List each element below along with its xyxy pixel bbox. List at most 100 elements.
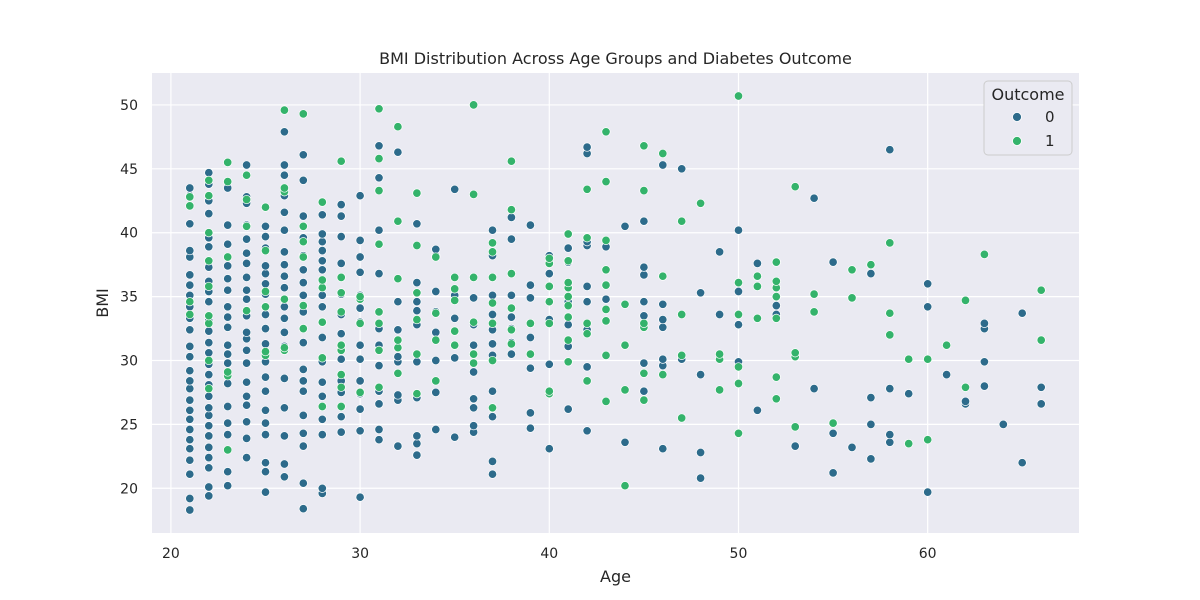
data-point-outcome-0 (317, 256, 327, 266)
data-point-outcome-0 (223, 418, 233, 428)
data-point-outcome-0 (582, 362, 592, 372)
data-point-outcome-0 (260, 467, 271, 477)
data-point-outcome-0 (260, 279, 271, 289)
data-point-outcome-1 (601, 304, 611, 314)
x-tick-label: 20 (162, 546, 180, 562)
data-point-outcome-1 (355, 318, 365, 328)
data-point-outcome-0 (979, 318, 989, 328)
data-point-outcome-1 (487, 238, 498, 248)
data-point-outcome-1 (355, 292, 365, 302)
data-point-outcome-1 (677, 309, 687, 320)
data-point-outcome-0 (412, 450, 422, 460)
data-point-outcome-0 (487, 309, 498, 320)
data-point-outcome-1 (412, 240, 422, 251)
data-point-outcome-0 (620, 437, 630, 447)
data-point-outcome-1 (506, 205, 516, 215)
data-point-outcome-0 (242, 345, 252, 355)
data-point-outcome-0 (317, 302, 327, 312)
data-point-outcome-0 (279, 283, 289, 293)
data-point-outcome-1 (374, 154, 384, 164)
data-point-outcome-1 (658, 271, 668, 281)
data-point-outcome-1 (828, 418, 838, 428)
data-point-outcome-0 (487, 469, 498, 479)
data-point-outcome-0 (298, 428, 308, 438)
data-point-outcome-0 (790, 441, 800, 451)
data-point-outcome-0 (752, 405, 762, 415)
data-point-outcome-1 (260, 347, 271, 357)
data-point-outcome-1 (752, 271, 762, 281)
data-point-outcome-1 (790, 348, 800, 358)
data-point-outcome-0 (450, 313, 460, 323)
data-point-outcome-0 (298, 376, 308, 386)
data-point-outcome-0 (204, 463, 214, 473)
data-point-outcome-0 (298, 478, 308, 488)
data-point-outcome-1 (639, 318, 649, 328)
data-point-outcome-1 (355, 387, 365, 397)
data-point-outcome-0 (204, 453, 214, 463)
data-point-outcome-0 (242, 377, 252, 387)
data-point-outcome-0 (185, 270, 195, 280)
data-point-outcome-0 (298, 175, 308, 185)
data-point-outcome-0 (185, 395, 195, 405)
data-point-outcome-0 (525, 293, 535, 303)
data-point-outcome-0 (393, 297, 403, 307)
data-point-outcome-0 (412, 297, 422, 307)
legend-marker-0 (1012, 112, 1022, 122)
data-point-outcome-1 (639, 368, 649, 378)
data-point-outcome-0 (412, 431, 422, 441)
data-point-outcome-0 (223, 378, 233, 389)
data-point-outcome-1 (374, 382, 384, 392)
data-point-outcome-1 (904, 439, 914, 449)
data-point-outcome-0 (469, 394, 479, 404)
data-point-outcome-1 (658, 370, 668, 380)
data-point-outcome-1 (336, 156, 346, 166)
data-point-outcome-0 (715, 247, 725, 257)
data-point-outcome-1 (601, 177, 611, 187)
data-point-outcome-0 (298, 150, 308, 160)
data-point-outcome-1 (677, 216, 687, 226)
data-point-outcome-0 (298, 410, 308, 420)
data-point-outcome-0 (279, 431, 289, 441)
data-point-outcome-0 (885, 437, 895, 447)
data-point-outcome-0 (185, 325, 195, 335)
data-point-outcome-0 (260, 405, 271, 415)
data-point-outcome-0 (204, 326, 214, 336)
data-point-outcome-0 (204, 168, 214, 178)
data-point-outcome-0 (639, 262, 649, 272)
data-point-outcome-1 (279, 105, 289, 115)
data-point-outcome-0 (185, 493, 195, 504)
data-point-outcome-1 (544, 318, 554, 328)
data-point-outcome-0 (998, 419, 1008, 429)
data-point-outcome-0 (866, 454, 876, 464)
x-axis-title: Age (600, 567, 631, 586)
data-point-outcome-0 (223, 349, 233, 359)
data-point-outcome-1 (393, 368, 403, 378)
legend-box (983, 80, 1073, 156)
data-point-outcome-0 (336, 329, 346, 339)
data-point-outcome-0 (204, 431, 214, 441)
data-point-outcome-0 (582, 142, 592, 152)
data-point-outcome-1 (866, 260, 876, 270)
data-point-outcome-1 (204, 175, 214, 185)
data-point-outcome-0 (317, 483, 327, 493)
data-point-outcome-0 (355, 354, 365, 364)
data-point-outcome-1 (487, 403, 498, 413)
data-point-outcome-0 (336, 354, 346, 364)
data-point-outcome-1 (601, 350, 611, 360)
data-point-outcome-1 (242, 170, 252, 180)
data-point-outcome-1 (185, 201, 195, 211)
data-point-outcome-1 (223, 157, 233, 167)
data-point-outcome-1 (506, 339, 516, 349)
data-point-outcome-0 (752, 258, 762, 268)
data-point-outcome-0 (223, 340, 233, 350)
data-point-outcome-0 (185, 341, 195, 351)
data-point-outcome-1 (979, 249, 989, 259)
data-point-outcome-0 (658, 444, 668, 454)
data-point-outcome-0 (242, 248, 252, 258)
data-point-outcome-1 (336, 401, 346, 412)
data-point-outcome-0 (374, 173, 384, 183)
data-point-outcome-0 (185, 280, 195, 290)
data-point-outcome-0 (223, 285, 233, 295)
data-point-outcome-0 (185, 469, 195, 479)
data-point-outcome-0 (317, 210, 327, 220)
